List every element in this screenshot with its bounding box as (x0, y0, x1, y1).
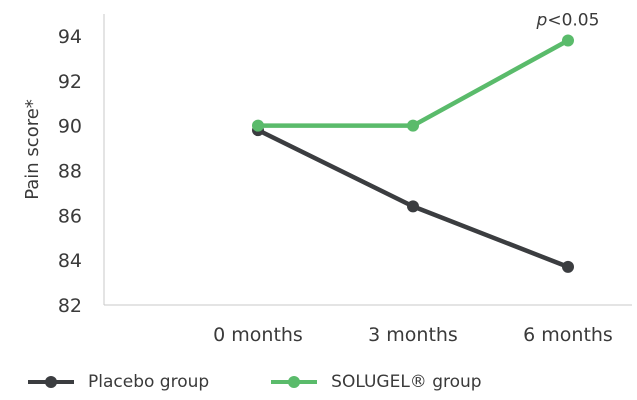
legend-label-solugel: SOLUGEL® group (331, 372, 482, 392)
y-tick-labels: 82 84 86 88 90 92 94 (58, 26, 82, 317)
x-tick-label: 3 months (368, 324, 458, 346)
data-point (562, 260, 574, 273)
data-point (252, 119, 264, 132)
y-tick-label: 90 (58, 116, 82, 138)
x-tick-label: 6 months (523, 324, 613, 346)
significance-annotation: p<0.05 (536, 10, 600, 30)
y-tick-label: 82 (58, 295, 82, 317)
series-placebo (252, 124, 574, 273)
series-line (255, 38, 571, 128)
x-tick-labels: 0 months 3 months 6 months (213, 324, 613, 346)
series-solugel (252, 34, 574, 132)
legend-item-solugel: SOLUGEL® group (271, 372, 482, 392)
y-tick-label: 92 (58, 71, 82, 93)
legend-item-placebo: Placebo group (28, 372, 209, 392)
y-axis-label: Pain score* (22, 99, 43, 200)
y-tick-label: 88 (58, 161, 82, 183)
y-tick-label: 84 (58, 250, 82, 272)
data-point (562, 34, 574, 47)
y-tick-label: 86 (58, 205, 82, 227)
series-group (252, 34, 574, 273)
legend: Placebo group SOLUGEL® group (28, 372, 544, 392)
axes (103, 14, 632, 306)
series-line (255, 127, 571, 270)
data-point (407, 200, 419, 213)
data-point (407, 119, 419, 132)
legend-label-placebo: Placebo group (88, 372, 210, 392)
y-tick-label: 94 (58, 26, 82, 48)
legend-swatch-solugel (271, 376, 318, 388)
x-tick-label: 0 months (213, 324, 303, 346)
legend-swatch-placebo (28, 376, 74, 388)
